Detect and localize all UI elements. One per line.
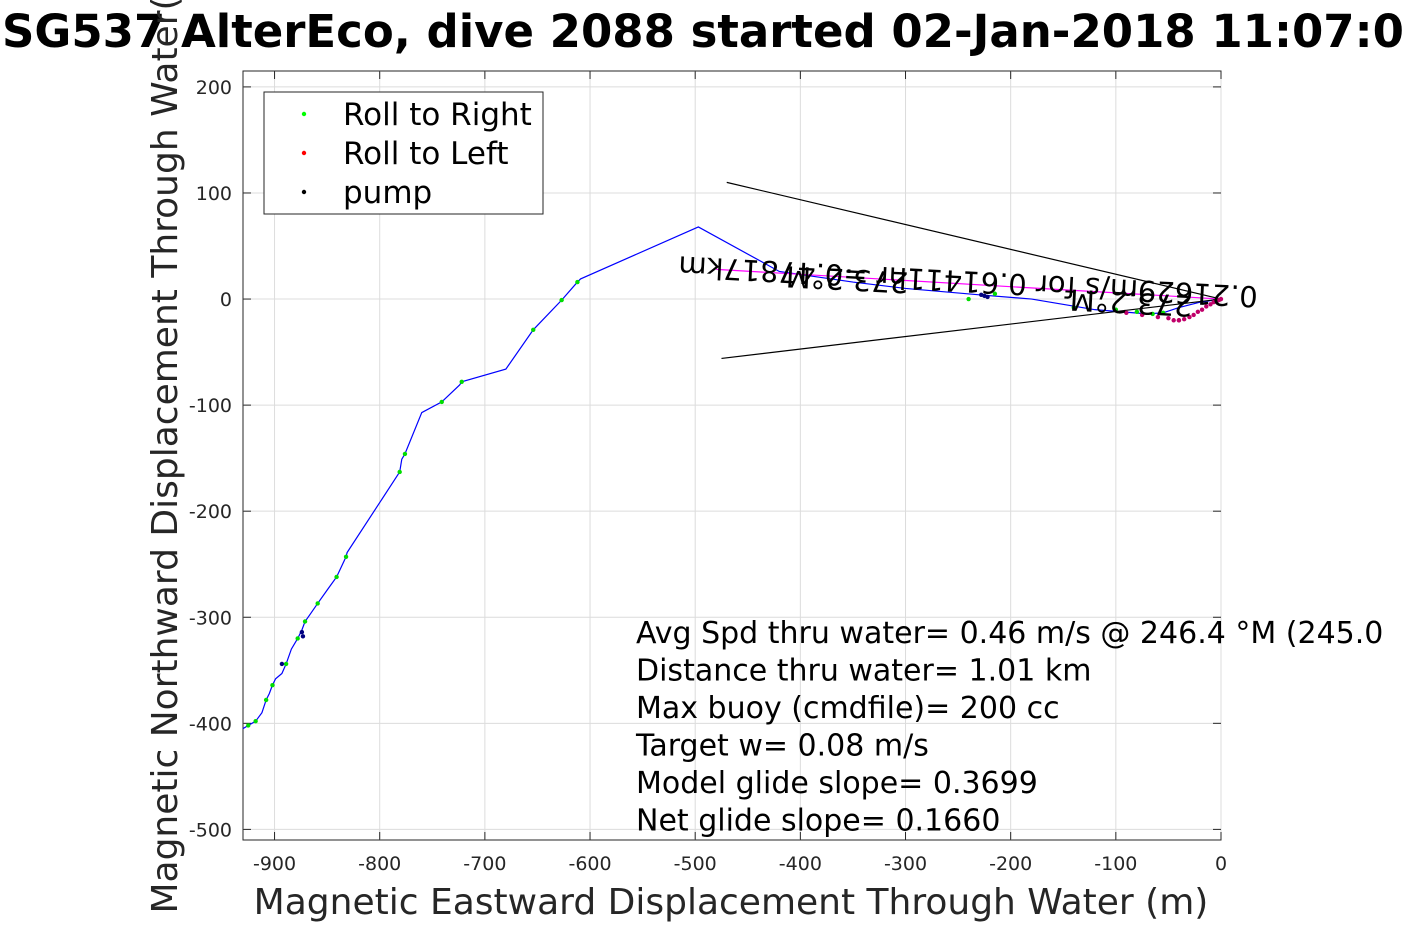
stats-annotations: Avg Spd thru water= 0.46 m/s @ 246.4 °M … (635, 616, 1383, 839)
chart-title: SG537 AlterEco, dive 2088 started 02-Jan… (2, 5, 1404, 58)
x-tick-label: -400 (779, 853, 822, 875)
y-tick-label: -100 (189, 395, 232, 417)
roll-left-point (1204, 304, 1209, 309)
x-tick-label: -300 (884, 853, 927, 875)
stats-line: Model glide slope= 0.3699 (636, 766, 1038, 801)
roll-left-point (1171, 318, 1176, 323)
roll-left-point (1155, 314, 1161, 320)
roll-right-point (253, 719, 258, 724)
roll-right-point (1160, 310, 1166, 316)
stats-line: Target w= 0.08 m/s (635, 729, 929, 764)
legend-marker (301, 111, 307, 117)
roll-left-point (1187, 314, 1192, 320)
roll-right-point (559, 297, 564, 303)
x-tick-label: -800 (358, 853, 401, 875)
roll-right-point (1150, 311, 1155, 317)
roll-left-point (1176, 318, 1182, 323)
y-tick-label: 200 (196, 77, 232, 99)
y-tick-label: -500 (189, 819, 232, 841)
stats-line: Distance thru water= 1.01 km (636, 654, 1091, 689)
x-tick-label: -900 (253, 853, 296, 875)
legend-marker (301, 189, 307, 195)
roll-right-point (283, 661, 289, 667)
legend-label: Roll to Left (343, 136, 509, 172)
y-axis-label: Magnetic Northward Displacement Through … (145, 0, 186, 914)
legend-box (263, 91, 544, 215)
roll-right-point (459, 379, 464, 384)
roll-left-point (1191, 312, 1196, 318)
roll-right-point (1113, 307, 1119, 312)
roll-right-point (402, 451, 408, 457)
roll-right-point (531, 327, 536, 333)
roll-left-point (1166, 315, 1171, 321)
roll-right-point (295, 636, 300, 641)
grid-lines (243, 71, 1222, 840)
legend-marker (301, 150, 307, 156)
stats-line: Max buoy (cmdfile)= 200 cc (636, 691, 1060, 726)
heading-label: 273.2°M (785, 259, 909, 299)
heading-label: 273.2°M (1069, 282, 1193, 322)
y-tick-label: 100 (196, 183, 232, 205)
roll-right-point (992, 291, 998, 296)
roll-right-point (1134, 309, 1140, 314)
roll-left-point (1195, 309, 1201, 314)
roll-right-point (397, 469, 402, 475)
pump-point (300, 634, 306, 639)
axis-ticks: -900 -800 -700 -600 -500 -400 -300 -200 -100 0 200… (189, 71, 1227, 875)
roll-left-point (1181, 317, 1187, 322)
roll-right-point (270, 682, 275, 688)
x-axis-label: Magnetic Eastward Displacement Through W… (254, 882, 1209, 923)
stats-line: Avg Spd thru water= 0.46 m/s @ 246.4 °M … (636, 616, 1383, 651)
fit-line (716, 268, 1222, 300)
y-tick-label: -300 (189, 607, 232, 629)
roll-right-point (343, 554, 349, 559)
y-tick-label: -200 (189, 501, 232, 523)
x-tick-label: -500 (674, 853, 717, 875)
pump-point (279, 661, 285, 667)
x-tick-label: 0 (1215, 853, 1227, 875)
roll-right-point (1071, 305, 1076, 310)
stats-line: Net glide slope= 0.1660 (636, 804, 1000, 839)
roll-right-point (263, 697, 269, 703)
roll-left-point (1208, 302, 1213, 307)
x-tick-label: -100 (1094, 853, 1137, 875)
roll-right-point (334, 574, 339, 580)
legend-label: pump (343, 175, 432, 211)
roll-right-point (966, 296, 971, 302)
roll-left-point (1218, 296, 1224, 302)
roll-right-point (575, 279, 580, 285)
x-tick-label: -600 (568, 853, 611, 875)
y-tick-label: 0 (220, 289, 232, 311)
roll-left-point (1124, 310, 1129, 316)
roll-right-point (439, 399, 444, 405)
roll-right-point (315, 601, 320, 606)
legend-label: Roll to Right (343, 97, 532, 133)
pump-point (985, 294, 990, 300)
y-tick-label: -400 (189, 713, 232, 735)
pump-point (299, 629, 305, 635)
x-tick-label: -700 (463, 853, 506, 875)
track-line (242, 226, 1222, 730)
x-tick-label: -200 (989, 853, 1032, 875)
roll-left-point (1139, 312, 1145, 318)
roll-left-point (1199, 307, 1205, 312)
roll-right-point (246, 723, 251, 728)
series-layer (242, 181, 1224, 730)
roll-right-point (302, 619, 308, 624)
